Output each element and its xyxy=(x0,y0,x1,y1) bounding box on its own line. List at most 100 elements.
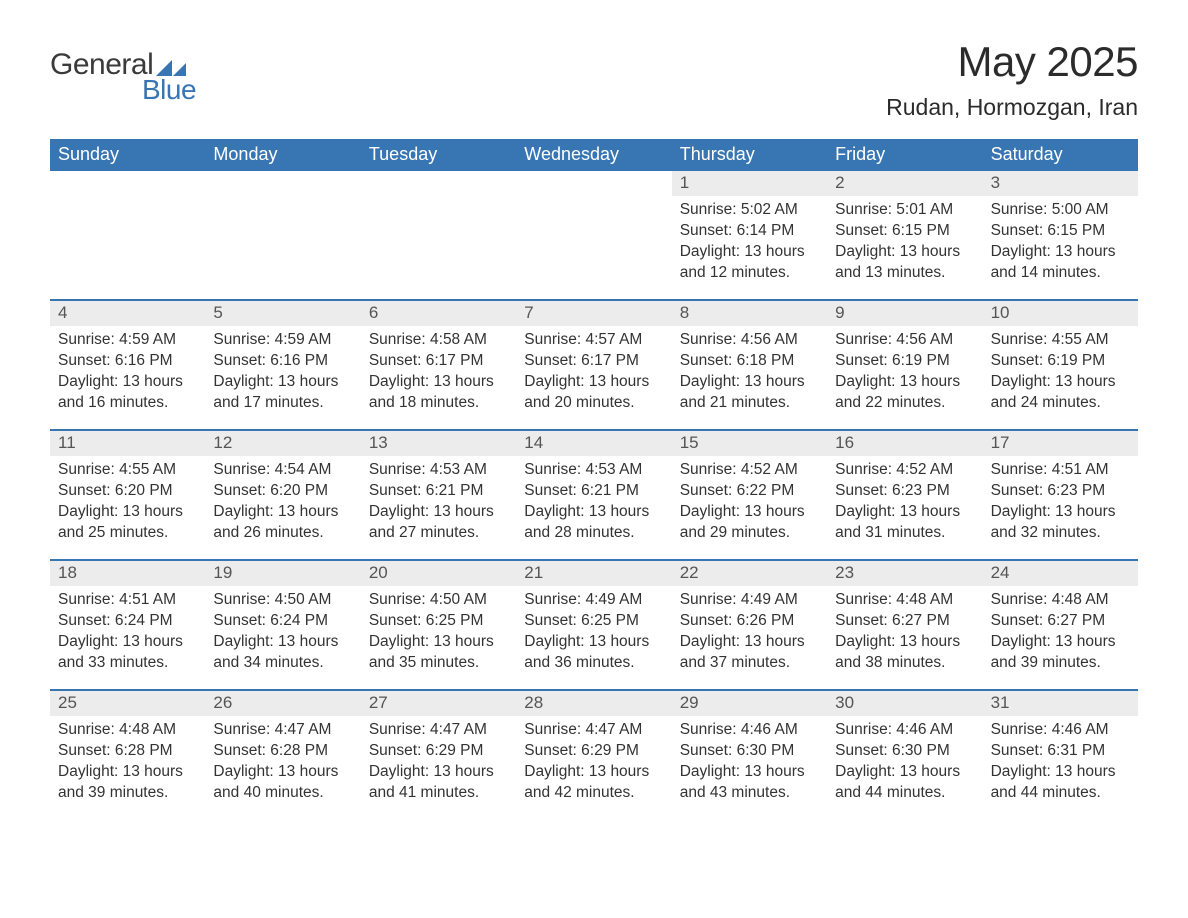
calendar-day xyxy=(205,171,360,299)
sunrise-line: Sunrise: 4:48 AM xyxy=(58,720,197,741)
daylight-line: Daylight: 13 hours and 21 minutes. xyxy=(680,372,819,414)
day-number: 15 xyxy=(672,431,827,456)
day-number: 19 xyxy=(205,561,360,586)
sunset-line: Sunset: 6:21 PM xyxy=(369,481,508,502)
daylight-line: Daylight: 13 hours and 39 minutes. xyxy=(991,632,1130,674)
day-number: 7 xyxy=(516,301,671,326)
calendar-day: 22Sunrise: 4:49 AMSunset: 6:26 PMDayligh… xyxy=(672,561,827,689)
sunset-line: Sunset: 6:23 PM xyxy=(991,481,1130,502)
sunset-line: Sunset: 6:21 PM xyxy=(524,481,663,502)
day-details: Sunrise: 4:52 AMSunset: 6:23 PMDaylight:… xyxy=(827,456,982,550)
calendar-day: 21Sunrise: 4:49 AMSunset: 6:25 PMDayligh… xyxy=(516,561,671,689)
calendar-day: 27Sunrise: 4:47 AMSunset: 6:29 PMDayligh… xyxy=(361,691,516,819)
daylight-line: Daylight: 13 hours and 34 minutes. xyxy=(213,632,352,674)
sunrise-line: Sunrise: 4:57 AM xyxy=(524,330,663,351)
calendar-day: 25 Sunrise: 4:48 AMSunset: 6:28 PMDayligh… xyxy=(50,691,205,819)
dow-sunday: Sunday xyxy=(50,139,205,171)
day-number: 30 xyxy=(827,691,982,716)
calendar-day: 1Sunrise: 5:02 AMSunset: 6:14 PMDaylight… xyxy=(672,171,827,299)
day-number: 20 xyxy=(361,561,516,586)
sunrise-line: Sunrise: 4:50 AM xyxy=(213,590,352,611)
calendar-day: 10Sunrise: 4:55 AMSunset: 6:19 PMDayligh… xyxy=(983,301,1138,429)
sunset-line: Sunset: 6:30 PM xyxy=(835,741,974,762)
calendar-day: 19 Sunrise: 4:50 AMSunset: 6:24 PMDayligh… xyxy=(205,561,360,689)
calendar-day: 28Sunrise: 4:47 AMSunset: 6:29 PMDayligh… xyxy=(516,691,671,819)
day-details: Sunrise: 4:47 AMSunset: 6:28 PMDaylight:… xyxy=(205,716,360,810)
sunset-line: Sunset: 6:31 PM xyxy=(991,741,1130,762)
title-block: May 2025 Rudan, Hormozgan, Iran xyxy=(886,38,1138,121)
calendar-day: 12Sunrise: 4:54 AMSunset: 6:20 PMDayligh… xyxy=(205,431,360,559)
calendar-day: 31Sunrise: 4:46 AMSunset: 6:31 PMDayligh… xyxy=(983,691,1138,819)
daylight-line: Daylight: 13 hours and 17 minutes. xyxy=(213,372,352,414)
daylight-line: Daylight: 13 hours and 36 minutes. xyxy=(524,632,663,674)
calendar-day: 4Sunrise: 4:59 AMSunset: 6:16 PMDaylight… xyxy=(50,301,205,429)
daylight-line: Daylight: 13 hours and 43 minutes. xyxy=(680,762,819,804)
calendar-week: 18Sunrise: 4:51 AMSunset: 6:24 PMDayligh… xyxy=(50,559,1138,689)
daylight-line: Daylight: 13 hours and 35 minutes. xyxy=(369,632,508,674)
sunrise-line: Sunrise: 4:59 AM xyxy=(213,330,352,351)
sunset-line: Sunset: 6:30 PM xyxy=(680,741,819,762)
day-details: Sunrise: 5:02 AMSunset: 6:14 PMDaylight:… xyxy=(672,196,827,290)
day-details: Sunrise: 4:53 AMSunset: 6:21 PMDaylight:… xyxy=(516,456,671,550)
dow-wednesday: Wednesday xyxy=(516,139,671,171)
sunset-line: Sunset: 6:26 PM xyxy=(680,611,819,632)
location-subtitle: Rudan, Hormozgan, Iran xyxy=(886,94,1138,121)
sunset-line: Sunset: 6:14 PM xyxy=(680,221,819,242)
day-details: Sunrise: 4:58 AMSunset: 6:17 PMDaylight:… xyxy=(361,326,516,420)
daylight-line: Daylight: 13 hours and 20 minutes. xyxy=(524,372,663,414)
sunrise-line: Sunrise: 4:54 AM xyxy=(213,460,352,481)
day-details: Sunrise: 5:00 AMSunset: 6:15 PMDaylight:… xyxy=(983,196,1138,290)
calendar-day: 18Sunrise: 4:51 AMSunset: 6:24 PMDayligh… xyxy=(50,561,205,689)
sunset-line: Sunset: 6:24 PM xyxy=(58,611,197,632)
sunrise-line: Sunrise: 4:48 AM xyxy=(991,590,1130,611)
sunset-line: Sunset: 6:28 PM xyxy=(58,741,197,762)
calendar-day: 17Sunrise: 4:51 AMSunset: 6:23 PMDayligh… xyxy=(983,431,1138,559)
sunrise-line: Sunrise: 4:47 AM xyxy=(369,720,508,741)
day-number: 8 xyxy=(672,301,827,326)
sunset-line: Sunset: 6:19 PM xyxy=(991,351,1130,372)
sunrise-line: Sunrise: 4:56 AM xyxy=(835,330,974,351)
sunrise-line: Sunrise: 4:52 AM xyxy=(680,460,819,481)
day-details: Sunrise: 4:57 AMSunset: 6:17 PMDaylight:… xyxy=(516,326,671,420)
day-number: 4 xyxy=(50,301,205,326)
calendar-day xyxy=(50,171,205,299)
calendar-week: 1Sunrise: 5:02 AMSunset: 6:14 PMDaylight… xyxy=(50,171,1138,299)
daylight-line: Daylight: 13 hours and 37 minutes. xyxy=(680,632,819,674)
daylight-line: Daylight: 13 hours and 39 minutes. xyxy=(58,762,197,804)
day-details: Sunrise: 4:55 AMSunset: 6:19 PMDaylight:… xyxy=(983,326,1138,420)
sunrise-line: Sunrise: 5:00 AM xyxy=(991,200,1130,221)
day-number: 17 xyxy=(983,431,1138,456)
dow-saturday: Saturday xyxy=(983,139,1138,171)
day-details: Sunrise: 5:01 AMSunset: 6:15 PMDaylight:… xyxy=(827,196,982,290)
sunrise-line: Sunrise: 4:51 AM xyxy=(991,460,1130,481)
sunset-line: Sunset: 6:22 PM xyxy=(680,481,819,502)
day-number: 1 xyxy=(672,171,827,196)
day-details: Sunrise: 4:59 AMSunset: 6:16 PMDaylight:… xyxy=(50,326,205,420)
calendar-day: 16Sunrise: 4:52 AMSunset: 6:23 PMDayligh… xyxy=(827,431,982,559)
day-number: 24 xyxy=(983,561,1138,586)
dow-thursday: Thursday xyxy=(672,139,827,171)
daylight-line: Daylight: 13 hours and 13 minutes. xyxy=(835,242,974,284)
sunset-line: Sunset: 6:17 PM xyxy=(524,351,663,372)
calendar-day: 8Sunrise: 4:56 AMSunset: 6:18 PMDaylight… xyxy=(672,301,827,429)
daylight-line: Daylight: 13 hours and 28 minutes. xyxy=(524,502,663,544)
calendar-day: 15Sunrise: 4:52 AMSunset: 6:22 PMDayligh… xyxy=(672,431,827,559)
day-details: Sunrise: 4:49 AMSunset: 6:26 PMDaylight:… xyxy=(672,586,827,680)
day-details: Sunrise: 4:48 AMSunset: 6:27 PMDaylight:… xyxy=(983,586,1138,680)
day-number: 22 xyxy=(672,561,827,586)
day-number: 28 xyxy=(516,691,671,716)
day-number: 10 xyxy=(983,301,1138,326)
day-details: Sunrise: 4:55 AMSunset: 6:20 PMDaylight:… xyxy=(50,456,205,550)
sunset-line: Sunset: 6:24 PM xyxy=(213,611,352,632)
day-number: 25 xyxy=(50,691,205,716)
calendar-day: 30Sunrise: 4:46 AMSunset: 6:30 PMDayligh… xyxy=(827,691,982,819)
sunrise-line: Sunrise: 4:52 AM xyxy=(835,460,974,481)
sunrise-line: Sunrise: 4:53 AM xyxy=(524,460,663,481)
sunset-line: Sunset: 6:23 PM xyxy=(835,481,974,502)
day-number: 31 xyxy=(983,691,1138,716)
day-details: Sunrise: 4:46 AMSunset: 6:30 PMDaylight:… xyxy=(827,716,982,810)
daylight-line: Daylight: 13 hours and 41 minutes. xyxy=(369,762,508,804)
day-number: 13 xyxy=(361,431,516,456)
calendar-day: 6Sunrise: 4:58 AMSunset: 6:17 PMDaylight… xyxy=(361,301,516,429)
daylight-line: Daylight: 13 hours and 14 minutes. xyxy=(991,242,1130,284)
